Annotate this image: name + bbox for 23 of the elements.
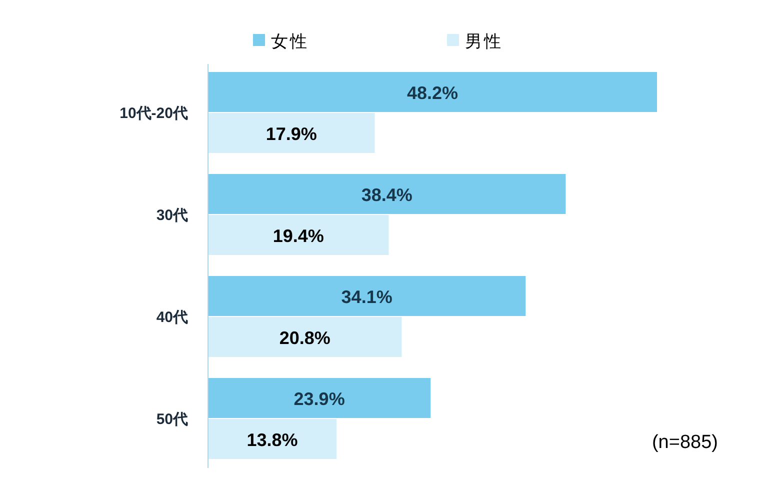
data-label: 23.9% (294, 389, 345, 409)
y-tick-label: 10代-20代 (120, 105, 188, 122)
bar (208, 72, 657, 112)
bar (208, 378, 431, 418)
bar (208, 317, 402, 357)
legend-label: 女性 (271, 32, 309, 51)
y-tick-label: 50代 (156, 411, 188, 428)
bar (208, 113, 375, 153)
legend-label: 男性 (465, 32, 503, 51)
data-label: 48.2% (406, 83, 458, 103)
annotation: (n=885) (652, 432, 718, 453)
bar (208, 419, 337, 459)
bar (208, 174, 566, 214)
bar (208, 276, 526, 316)
y-tick-label: 40代 (156, 309, 188, 326)
data-label: 38.4% (361, 185, 412, 205)
data-label: 13.8% (246, 430, 298, 450)
data-label: 17.9% (266, 124, 317, 144)
data-label: 19.4% (272, 226, 324, 246)
data-label: 34.1% (341, 287, 392, 307)
bar (208, 215, 389, 255)
y-tick-label: 30代 (156, 207, 188, 224)
data-label: 20.8% (279, 328, 330, 348)
